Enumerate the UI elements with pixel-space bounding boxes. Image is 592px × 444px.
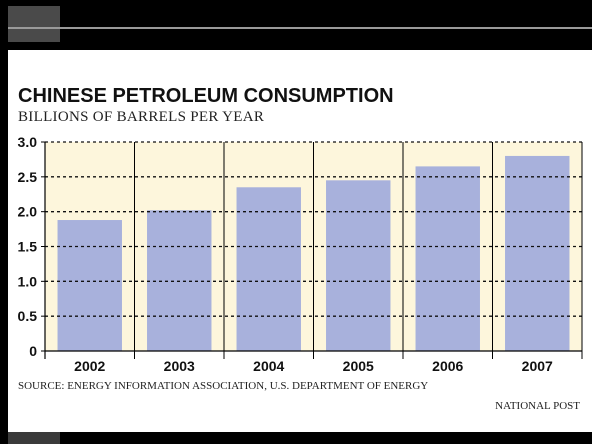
publisher-credit: NATIONAL POST: [495, 400, 580, 412]
x-tick-label: 2004: [253, 358, 284, 374]
source-note: SOURCE: ENERGY INFORMATION ASSOCIATION, …: [18, 380, 429, 392]
chart-title: CHINESE PETROLEUM CONSUMPTION: [18, 85, 394, 107]
y-tick-label: 0: [29, 343, 37, 359]
y-tick-label: 0.5: [18, 308, 38, 324]
axes-group: [44, 142, 583, 359]
chart-subtitle: BILLIONS OF BARRELS PER YEAR: [18, 109, 265, 125]
x-tick-labels-group: 2002 2003 2004 2005 2006 2007: [74, 358, 553, 374]
x-tick-label: 2007: [522, 358, 553, 374]
bar-2007: [505, 155, 570, 351]
bar-2005: [326, 180, 391, 351]
frame-corner-block: [8, 6, 60, 42]
bars-group: [57, 155, 570, 351]
y-tick-labels-group: 0 0.5 1.0 1.5 2.0 2.5 3.0: [18, 134, 38, 359]
frame-top-line: [8, 27, 592, 29]
x-tick-label: 2002: [74, 358, 105, 374]
gridlines-group: [41, 141, 582, 352]
chart-panel: CHINESE PETROLEUM CONSUMPTION BILLIONS O…: [8, 50, 592, 432]
bar-2003: [147, 210, 212, 351]
x-tick-label: 2003: [164, 358, 195, 374]
bar-2002: [57, 220, 122, 351]
y-tick-label: 1.5: [18, 239, 38, 255]
y-tick-label: 2.0: [18, 204, 38, 220]
bar-2006: [415, 166, 480, 351]
x-tick-label: 2006: [432, 358, 463, 374]
y-tick-label: 1.0: [18, 273, 38, 289]
bar-chart: 0 0.5 1.0 1.5 2.0 2.5 3.0 2002 2003 2004 2005 2006…: [18, 134, 583, 374]
x-tick-label: 2005: [343, 358, 374, 374]
frame-corner-block-bottom: [8, 432, 60, 444]
y-tick-label: 3.0: [18, 134, 38, 150]
bar-2004: [236, 187, 301, 351]
y-tick-label: 2.5: [18, 169, 38, 185]
